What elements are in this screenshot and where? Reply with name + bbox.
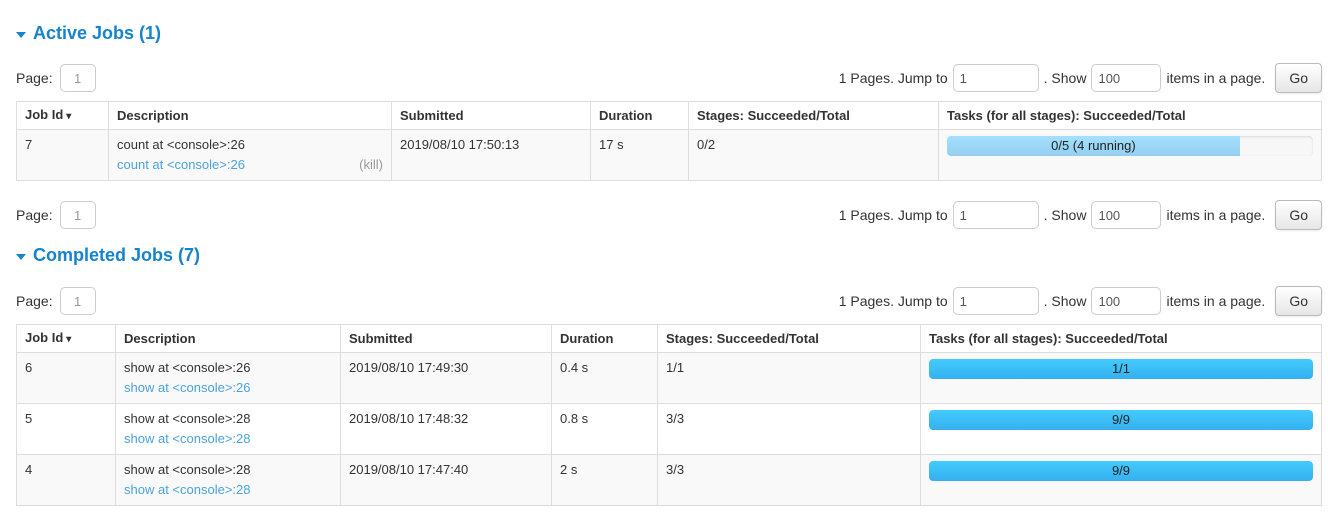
- completed-jobs-title: Completed Jobs (7): [33, 245, 201, 265]
- show-items-input[interactable]: [1091, 287, 1162, 315]
- task-progress-bar: 9/9: [929, 461, 1313, 481]
- pagination-completed-top: Page: 1 Pages. Jump to . Show items in a…: [16, 286, 1322, 316]
- task-progress-bar: 9/9: [929, 410, 1313, 430]
- jump-to-page-input[interactable]: [952, 287, 1039, 315]
- tasks-cell: 0/5 (4 running): [938, 129, 1322, 181]
- duration-cell: 17 s: [590, 129, 689, 181]
- description-cell: show at <console>:26 show at <console>:2…: [115, 352, 341, 404]
- spark-jobs-page: Active Jobs (1) Page: 1 Pages. Jump to .…: [0, 23, 1328, 506]
- table-row: 6 show at <console>:26 show at <console>…: [16, 352, 1322, 404]
- job-id-cell: 4: [16, 454, 116, 506]
- collapse-arrow-icon: [16, 32, 26, 38]
- task-progress-fill: 9/9: [929, 461, 1313, 481]
- job-description-link[interactable]: show at <console>:28: [124, 431, 251, 446]
- show-items-input[interactable]: [1091, 64, 1162, 92]
- task-progress-bar: 1/1: [929, 359, 1313, 379]
- tasks-cell: 9/9: [920, 454, 1322, 506]
- table-row: 4 show at <console>:28 show at <console>…: [16, 454, 1322, 506]
- col-header-submitted[interactable]: Submitted: [391, 101, 591, 130]
- go-button[interactable]: Go: [1275, 200, 1322, 230]
- job-description: show at <console>:28: [124, 462, 251, 477]
- completed-jobs-section-header[interactable]: Completed Jobs (7): [16, 245, 1322, 266]
- tasks-cell: 9/9: [920, 403, 1322, 455]
- stages-cell: 1/1: [657, 352, 921, 404]
- job-description-link[interactable]: show at <console>:26: [124, 380, 251, 395]
- go-button[interactable]: Go: [1275, 63, 1322, 93]
- duration-cell: 0.4 s: [551, 352, 658, 404]
- task-progress-fill: 9/9: [929, 410, 1313, 430]
- col-header-duration[interactable]: Duration: [551, 324, 658, 353]
- items-per-page-label: items in a page.: [1166, 293, 1266, 309]
- stages-cell: 3/3: [657, 403, 921, 455]
- task-progress-fill: 1/1: [929, 359, 1313, 379]
- page-number-input[interactable]: [59, 287, 96, 315]
- items-per-page-label: items in a page.: [1166, 70, 1266, 86]
- go-button[interactable]: Go: [1275, 286, 1322, 316]
- total-pages-label: 1 Pages. Jump to: [838, 293, 948, 309]
- show-label: . Show: [1043, 293, 1087, 309]
- col-header-tasks[interactable]: Tasks (for all stages): Succeeded/Total: [938, 101, 1322, 130]
- col-header-description[interactable]: Description: [108, 101, 392, 130]
- duration-cell: 0.8 s: [551, 403, 658, 455]
- job-id-cell: 7: [16, 129, 109, 181]
- show-label: . Show: [1043, 207, 1087, 223]
- col-header-job-id[interactable]: Job Id ▾: [16, 324, 116, 353]
- page-label: Page:: [16, 293, 53, 309]
- total-pages-label: 1 Pages. Jump to: [838, 70, 948, 86]
- table-row: 5 show at <console>:28 show at <console>…: [16, 403, 1322, 455]
- col-header-stages[interactable]: Stages: Succeeded/Total: [688, 101, 939, 130]
- col-header-stages[interactable]: Stages: Succeeded/Total: [657, 324, 921, 353]
- show-items-input[interactable]: [1091, 201, 1162, 229]
- description-cell: show at <console>:28 show at <console>:2…: [115, 454, 341, 506]
- collapse-arrow-icon: [16, 254, 26, 260]
- tasks-cell: 1/1: [920, 352, 1322, 404]
- submitted-cell: 2019/08/10 17:50:13: [391, 129, 591, 181]
- job-description-link[interactable]: count at <console>:26: [117, 157, 245, 172]
- pagination-active-top: Page: 1 Pages. Jump to . Show items in a…: [16, 63, 1322, 93]
- stages-cell: 0/2: [688, 129, 939, 181]
- active-jobs-title: Active Jobs (1): [33, 23, 162, 43]
- stages-cell: 3/3: [657, 454, 921, 506]
- duration-cell: 2 s: [551, 454, 658, 506]
- pagination-active-bottom: Page: 1 Pages. Jump to . Show items in a…: [16, 200, 1322, 230]
- submitted-cell: 2019/08/10 17:47:40: [340, 454, 552, 506]
- items-per-page-label: items in a page.: [1166, 207, 1266, 223]
- col-header-job-id[interactable]: Job Id ▾: [16, 101, 109, 130]
- page-label: Page:: [16, 207, 53, 223]
- job-description: show at <console>:26: [124, 360, 251, 375]
- col-header-duration[interactable]: Duration: [590, 101, 689, 130]
- table-header-row: Job Id ▾ Description Submitted Duration S…: [16, 324, 1322, 353]
- job-id-cell: 5: [16, 403, 116, 455]
- total-pages-label: 1 Pages. Jump to: [838, 207, 948, 223]
- job-description-link[interactable]: show at <console>:28: [124, 482, 251, 497]
- jump-to-page-input[interactable]: [952, 64, 1039, 92]
- table-header-row: Job Id ▾ Description Submitted Duration S…: [16, 101, 1322, 130]
- job-description: show at <console>:28: [124, 411, 251, 426]
- task-progress-bar: 0/5 (4 running): [947, 136, 1313, 156]
- col-header-description[interactable]: Description: [115, 324, 341, 353]
- col-header-submitted[interactable]: Submitted: [340, 324, 552, 353]
- table-row: 7 count at <console>:26 count at <consol…: [16, 129, 1322, 181]
- description-cell: count at <console>:26 count at <console>…: [108, 129, 392, 181]
- page-number-input[interactable]: [59, 64, 96, 92]
- active-jobs-section-header[interactable]: Active Jobs (1): [16, 23, 1322, 44]
- col-header-tasks[interactable]: Tasks (for all stages): Succeeded/Total: [920, 324, 1322, 353]
- submitted-cell: 2019/08/10 17:49:30: [340, 352, 552, 404]
- jump-to-page-input[interactable]: [952, 201, 1039, 229]
- job-id-cell: 6: [16, 352, 116, 404]
- active-jobs-table: Job Id ▾ Description Submitted Duration S…: [16, 101, 1322, 181]
- task-progress-fill: 0/5 (4 running): [947, 136, 1240, 156]
- kill-job-link[interactable]: (kill): [359, 157, 383, 172]
- completed-jobs-table: Job Id ▾ Description Submitted Duration S…: [16, 324, 1322, 506]
- show-label: . Show: [1043, 70, 1087, 86]
- sort-arrow-icon: ▾: [66, 334, 72, 345]
- submitted-cell: 2019/08/10 17:48:32: [340, 403, 552, 455]
- sort-arrow-icon: ▾: [66, 111, 72, 122]
- job-description: count at <console>:26: [117, 137, 245, 152]
- description-cell: show at <console>:28 show at <console>:2…: [115, 403, 341, 455]
- page-number-input[interactable]: [59, 201, 96, 229]
- page-label: Page:: [16, 70, 53, 86]
